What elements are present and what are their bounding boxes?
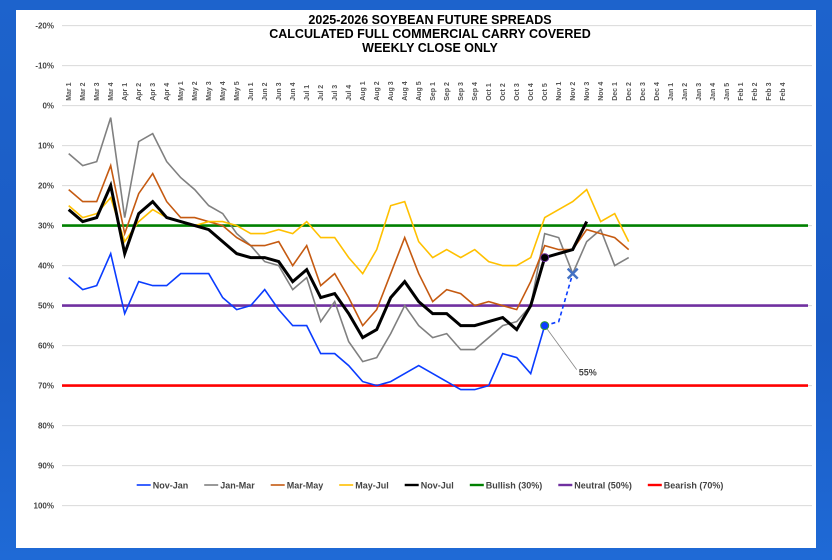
chart-title-line: CALCULATED FULL COMMERCIAL CARRY COVERED (269, 27, 591, 41)
x-tick-label: Jun 4 (290, 82, 297, 100)
x-tick-label: Apr 4 (164, 83, 171, 101)
legend-label: Jan-Mar (220, 481, 255, 491)
chart: -20% -10% 0% 10% 20% 30% 40% 50% 60% 70% 80% 90% 100… (34, 13, 812, 511)
y-tick-label: 60% (38, 342, 54, 351)
y-tick-label: 30% (38, 222, 54, 231)
x-tick-label: Jan 5 (724, 83, 731, 101)
projection-line (544, 273, 574, 327)
x-tick-label: Mar 2 (80, 82, 87, 100)
legend-item: Jan-Mar (204, 481, 255, 491)
chart-title-line: WEEKLY CLOSE ONLY (362, 41, 498, 55)
x-tick-label: Jun 1 (248, 82, 255, 100)
x-tick-label: Feb 4 (780, 82, 787, 100)
x-tick-label: Dec 2 (626, 82, 633, 101)
x-tick-label: Oct 5 (542, 83, 549, 101)
legend-label: Bearish (70%) (664, 481, 724, 491)
y-tick-label: 0% (42, 102, 54, 111)
x-tick-label: May 3 (206, 81, 213, 101)
legend-item: Bearish (70%) (647, 481, 724, 491)
x-tick-label: Feb 3 (766, 82, 773, 100)
chart-title-line: 2025-2026 SOYBEAN FUTURE SPREADS (308, 13, 551, 27)
x-tick-label: Oct 3 (514, 83, 521, 101)
x-tick-label: Dec 4 (654, 82, 661, 101)
legend-item: May-Jul (339, 481, 389, 491)
x-tick-label: Aug 4 (402, 81, 409, 101)
series-line-jan-mar (68, 117, 630, 363)
legend-label: Bullish (30%) (486, 481, 543, 491)
legend-item: Mar-May (270, 481, 324, 491)
legend-label: May-Jul (355, 481, 389, 491)
x-tick-label: Apr 3 (150, 83, 157, 101)
x-tick-label: Nov 4 (598, 82, 605, 101)
legend-item: Bullish (30%) (469, 481, 543, 491)
x-tick-label: Aug 1 (360, 81, 367, 101)
y-tick-label: 70% (38, 382, 54, 391)
x-tick-label: Sep 3 (458, 82, 465, 101)
x-tick-label: Aug 5 (416, 81, 423, 101)
legend-item: Neutral (50%) (558, 481, 632, 491)
annotation-leader (544, 325, 578, 370)
x-tick-label: Apr 2 (136, 83, 143, 101)
x-tick-label: May 4 (220, 81, 227, 101)
x-tick-label: Dec 3 (640, 82, 647, 101)
legend-item: Nov-Jul (404, 481, 454, 491)
x-tick-label: Oct 1 (486, 83, 493, 101)
x-tick-label: Mar 1 (66, 82, 73, 100)
x-tick-label: Jan 2 (682, 83, 689, 101)
x-tick-label: Nov 3 (584, 82, 591, 101)
y-tick-label: 80% (38, 422, 54, 431)
x-tick-label: May 5 (234, 81, 241, 101)
legend-label: Nov-Jul (421, 481, 454, 491)
series-line-mar-may (68, 162, 630, 328)
x-tick-label: Jan 1 (668, 83, 675, 101)
x-tick-label: Sep 4 (472, 82, 479, 101)
x-tick-label: Nov 1 (556, 82, 563, 101)
x-tick-label: Jul 3 (332, 85, 339, 101)
x-tick-label: Apr 1 (122, 83, 129, 101)
legend-label: Nov-Jan (153, 481, 189, 491)
x-tick-label: Jul 2 (318, 85, 325, 101)
y-tick-label: 100% (34, 502, 54, 511)
legend-label: Mar-May (287, 481, 324, 491)
y-tick-label: -10% (35, 62, 54, 71)
annotation-label: 55% (579, 368, 597, 378)
x-tick-label: Oct 4 (528, 83, 535, 101)
x-tick-label: Aug 2 (374, 81, 381, 101)
x-tick-label: Jul 1 (304, 85, 311, 101)
x-tick-label: Feb 1 (738, 82, 745, 100)
x-tick-label: Feb 2 (752, 82, 759, 100)
x-tick-label: Jun 2 (262, 82, 269, 100)
legend-label: Neutral (50%) (574, 481, 632, 491)
y-tick-label: 90% (38, 462, 54, 471)
x-tick-label: Jul 4 (346, 85, 353, 101)
legend-item: Nov-Jan (136, 481, 189, 491)
x-tick-label: Jan 3 (696, 83, 703, 101)
x-tick-label: May 1 (178, 81, 185, 101)
series-line-nov-jul (67, 180, 589, 340)
x-tick-label: Nov 2 (570, 82, 577, 101)
x-tick-label: Aug 3 (388, 81, 395, 101)
x-tick-label: Oct 2 (500, 83, 507, 101)
x-tick-label: Dec 1 (612, 82, 619, 101)
projection-x-marker (566, 267, 579, 280)
x-tick-label: Sep 1 (430, 82, 437, 101)
marker-nov-jul (540, 253, 550, 263)
x-tick-label: Sep 2 (444, 82, 451, 101)
chart-card: -20% -10% 0% 10% 20% 30% 40% 50% 60% 70% 80% 90% 100… (16, 10, 816, 548)
x-tick-label: May 2 (192, 81, 199, 101)
x-tick-label: Mar 4 (108, 82, 115, 100)
series-line-nov-jan (68, 251, 546, 391)
y-tick-label: 40% (38, 262, 54, 271)
marker-nov-jan (540, 321, 550, 331)
x-tick-label: Jan 4 (710, 83, 717, 101)
x-tick-label: Mar 3 (94, 82, 101, 100)
y-tick-label: 50% (38, 302, 54, 311)
y-tick-label: -20% (35, 22, 54, 31)
series-line-may-jul (68, 188, 630, 275)
y-tick-label: 20% (38, 182, 54, 191)
x-tick-label: Jun 3 (276, 82, 283, 100)
y-tick-label: 10% (38, 142, 54, 151)
